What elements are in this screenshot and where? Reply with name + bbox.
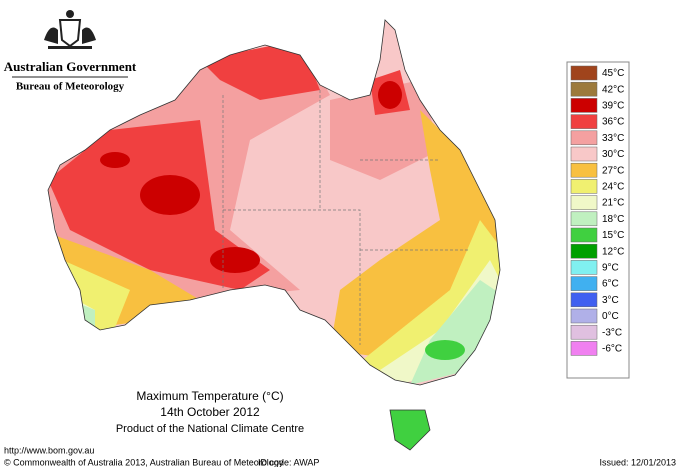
state-borders bbox=[222, 90, 470, 345]
legend-swatch bbox=[570, 341, 598, 356]
legend-swatch bbox=[570, 195, 598, 210]
legend-label: 27°C bbox=[602, 165, 624, 176]
legend-label: 15°C bbox=[602, 230, 624, 241]
legend-swatch bbox=[570, 308, 598, 324]
legend-label: 42°C bbox=[602, 84, 624, 95]
footer-issued: Issued: 12/01/2013 bbox=[599, 457, 676, 467]
legend-swatch bbox=[570, 276, 598, 291]
legend-label: 36°C bbox=[602, 117, 624, 128]
legend-label: 21°C bbox=[602, 198, 624, 209]
legend-label: 12°C bbox=[602, 246, 624, 257]
legend-swatch bbox=[570, 162, 598, 178]
legend-swatch bbox=[570, 114, 598, 129]
legend-swatch bbox=[570, 81, 598, 97]
legend-swatch bbox=[570, 130, 598, 146]
legend-swatch bbox=[570, 227, 598, 243]
legend-label: -3°C bbox=[602, 327, 622, 338]
agency-name: Bureau of Meteorology bbox=[16, 81, 125, 93]
footer-url: http://www.bom.gov.au bbox=[4, 445, 94, 455]
legend-swatch bbox=[570, 211, 598, 227]
legend-label: 45°C bbox=[602, 68, 624, 79]
legend-swatch bbox=[570, 98, 598, 113]
legend-swatch bbox=[570, 243, 598, 259]
footer-id: ID code: AWAP bbox=[258, 457, 319, 467]
legend-swatch bbox=[570, 179, 598, 194]
legend-label: 30°C bbox=[602, 149, 624, 160]
legend-label: 9°C bbox=[602, 263, 619, 274]
map-title: Maximum Temperature (°C) bbox=[136, 389, 283, 403]
emblem bbox=[44, 10, 96, 49]
government-name: Australian Government bbox=[4, 59, 137, 74]
legend-label: 6°C bbox=[602, 279, 619, 290]
legend-label: 39°C bbox=[602, 101, 624, 112]
legend-swatch bbox=[570, 65, 598, 81]
legend-swatch bbox=[570, 146, 598, 162]
legend-label: 3°C bbox=[602, 295, 619, 306]
legend-swatch bbox=[570, 292, 598, 308]
legend-label: 0°C bbox=[602, 311, 619, 322]
legend-label: 18°C bbox=[602, 214, 624, 225]
legend-label: 33°C bbox=[602, 133, 624, 144]
footer-copyright: © Commonwealth of Australia 2013, Austra… bbox=[4, 457, 284, 467]
legend-label: 24°C bbox=[602, 182, 624, 193]
legend-swatch bbox=[570, 324, 598, 340]
map-product: Product of the National Climate Centre bbox=[116, 423, 304, 435]
legend-swatch bbox=[570, 260, 598, 275]
legend-label: -6°C bbox=[602, 344, 622, 355]
map-date: 14th October 2012 bbox=[160, 405, 260, 419]
legend: 45°C 42°C 39°C 36°C 33°C 30°C 27°C 24°C 21°C 18°C… bbox=[570, 65, 624, 356]
